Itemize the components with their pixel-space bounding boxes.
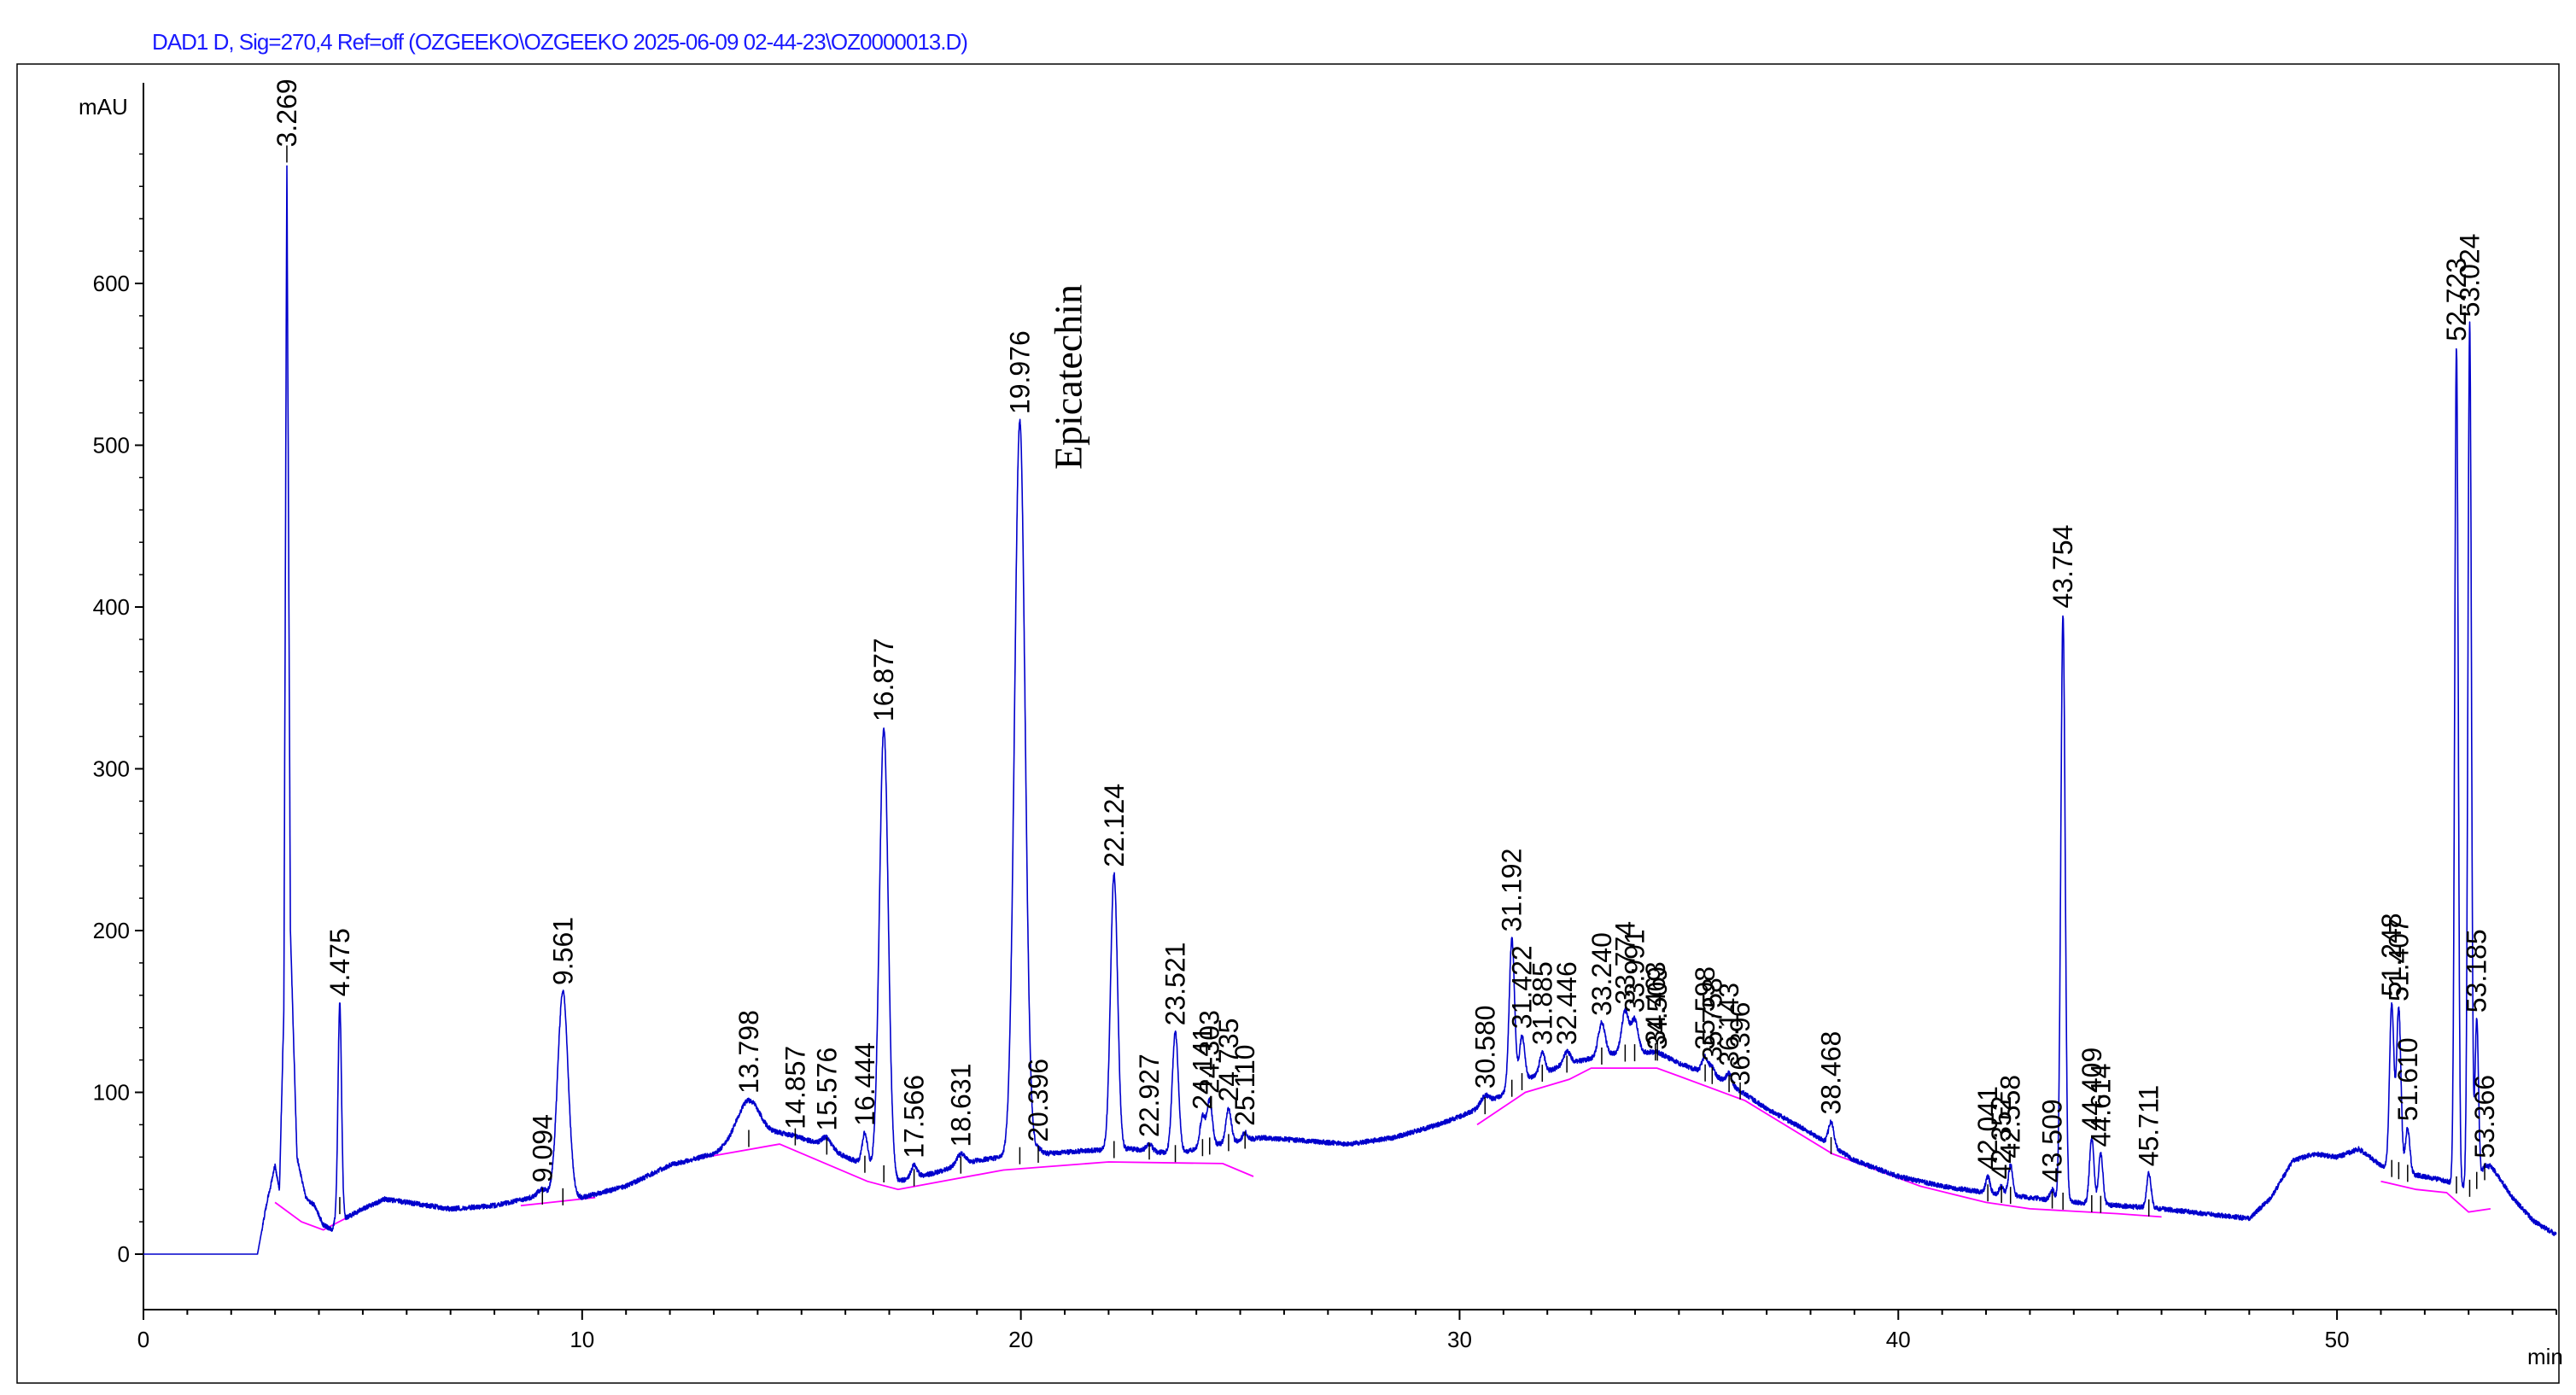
- peak-label: 24.735: [1213, 1019, 1244, 1102]
- peak-label: 30.580: [1469, 1005, 1500, 1089]
- peak-label: 18.631: [945, 1064, 976, 1147]
- compound-annotation: Epicatechin: [1046, 284, 1089, 470]
- peak-label: 15.576: [811, 1048, 842, 1131]
- peak-label: 34.463: [1640, 961, 1671, 1045]
- x-tick-label: 40: [1886, 1327, 1911, 1352]
- x-axis-unit-label: min: [2527, 1344, 2563, 1369]
- peak-label: 51.248: [2376, 913, 2407, 996]
- peak-label: 16.877: [868, 638, 899, 721]
- y-axis-unit-label: mAU: [79, 94, 128, 120]
- peak-label: 4.475: [324, 928, 355, 996]
- peak-label: 38.468: [1816, 1031, 1847, 1115]
- peak-label: 51.407: [2383, 918, 2414, 1001]
- x-tick-label: 10: [570, 1327, 594, 1352]
- peak-label: 22.927: [1134, 1054, 1165, 1137]
- peak-label: 36.143: [1714, 983, 1744, 1066]
- peak-label: 23.521: [1160, 943, 1191, 1026]
- x-tick-label: 0: [137, 1327, 149, 1352]
- peak-label: 34.509: [1642, 966, 1673, 1050]
- peak-label: 24.141: [1187, 1026, 1218, 1110]
- peak-label: 20.396: [1023, 1059, 1054, 1142]
- peak-label: 44.409: [2077, 1048, 2107, 1131]
- peak-label: 33.774: [1609, 921, 1640, 1005]
- peak-label: 16.444: [850, 1042, 880, 1126]
- chart-header: DAD1 D, Sig=270,4 Ref=off (OZGEEKO\OZGEE…: [152, 29, 967, 55]
- peak-label: 53.366: [2469, 1075, 2500, 1159]
- y-tick-label: 300: [93, 756, 130, 782]
- peak-label: 53.185: [2462, 929, 2492, 1013]
- integration-baseline: [1476, 1067, 2162, 1218]
- compound-annotations: Epicatechin: [1046, 284, 1089, 470]
- peak-label: 51.610: [2392, 1037, 2423, 1121]
- integration-baseline: [686, 1143, 1254, 1191]
- x-tick-label: 30: [1447, 1327, 1472, 1352]
- peak-label: 44.614: [2085, 1064, 2116, 1147]
- peak-label: 17.566: [899, 1075, 930, 1159]
- peak-label: 3.269: [272, 79, 302, 147]
- peak-label: 14.857: [780, 1046, 810, 1129]
- peak-label: 33.240: [1586, 932, 1617, 1016]
- peak-label: 24.303: [1195, 1010, 1225, 1094]
- peak-label: 9.094: [527, 1114, 558, 1182]
- peak-label: 22.124: [1099, 784, 1130, 867]
- peak-label: 42.558: [1995, 1075, 2026, 1159]
- peak-label: 35.598: [1690, 966, 1720, 1050]
- y-tick-label: 600: [93, 271, 130, 296]
- peak-markers: [286, 145, 2485, 1217]
- plot-frame: [16, 63, 2560, 1384]
- peak-label: 9.561: [547, 917, 578, 985]
- peak-label: 42.041: [1972, 1086, 2003, 1170]
- peak-label: 35.758: [1697, 978, 1727, 1061]
- x-tick-label: 50: [2325, 1327, 2350, 1352]
- signal-trace: [143, 165, 2557, 1255]
- peak-label: 33.991: [1620, 929, 1650, 1013]
- peak-labels: 3.269 4.475 9.094 9.561 13.798 14.857 15.576 16…: [272, 79, 2500, 1182]
- peak-label: 19.976: [1004, 330, 1035, 414]
- peak-label: 43.754: [2047, 525, 2078, 609]
- peak-label: 45.711: [2134, 1085, 2164, 1167]
- peak-label: 52.723: [2441, 258, 2472, 341]
- peak-label: 13.798: [733, 1010, 764, 1094]
- signal-line: [143, 165, 2557, 1255]
- axis-ticks: 0 100 200 300 400 500 600 0 10 20 30 40 50: [93, 153, 2557, 1352]
- y-tick-label: 100: [93, 1080, 130, 1106]
- peak-label: 31.192: [1497, 849, 1527, 932]
- y-tick-label: 500: [93, 433, 130, 458]
- y-tick-label: 400: [93, 594, 130, 620]
- peak-label: 36.396: [1725, 1002, 1755, 1086]
- peak-label: 25.110: [1230, 1044, 1260, 1126]
- y-tick-label: 200: [93, 918, 130, 943]
- peak-label: 32.446: [1551, 961, 1582, 1045]
- peak-label: 43.509: [2037, 1099, 2068, 1182]
- peak-label: 31.422: [1507, 945, 1538, 1029]
- peak-label: 53.024: [2455, 234, 2485, 318]
- integration-baseline: [2380, 1180, 2491, 1213]
- y-tick-label: 0: [118, 1241, 130, 1267]
- x-tick-label: 20: [1008, 1327, 1033, 1352]
- peak-label: 31.885: [1527, 961, 1557, 1045]
- peak-label: 42.352: [1986, 1096, 2017, 1180]
